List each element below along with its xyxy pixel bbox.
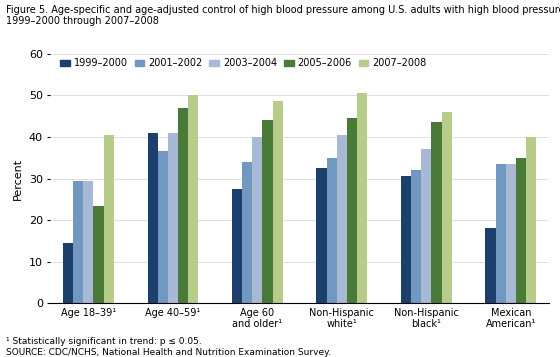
Bar xyxy=(253,137,263,303)
Bar xyxy=(411,170,421,303)
Bar xyxy=(158,151,168,303)
Bar xyxy=(486,228,496,303)
Text: SOURCE: CDC/NCHS, National Health and Nutrition Examination Survey.: SOURCE: CDC/NCHS, National Health and Nu… xyxy=(6,348,331,357)
Bar xyxy=(441,112,452,303)
Bar xyxy=(506,164,516,303)
Bar xyxy=(337,135,347,303)
Bar xyxy=(83,181,94,303)
Bar xyxy=(188,95,198,303)
Bar xyxy=(401,176,411,303)
Bar xyxy=(431,122,441,303)
Y-axis label: Percent: Percent xyxy=(13,157,23,200)
Bar xyxy=(73,181,83,303)
Bar xyxy=(326,158,337,303)
Bar xyxy=(147,133,158,303)
Bar xyxy=(242,162,253,303)
Bar xyxy=(94,206,104,303)
Bar xyxy=(63,243,73,303)
Bar xyxy=(232,189,242,303)
Bar xyxy=(263,120,273,303)
Bar xyxy=(357,93,367,303)
Bar xyxy=(516,158,526,303)
Bar xyxy=(168,133,178,303)
Bar xyxy=(104,135,114,303)
Bar xyxy=(526,137,536,303)
Legend: 1999–2000, 2001–2002, 2003–2004, 2005–2006, 2007–2008: 1999–2000, 2001–2002, 2003–2004, 2005–20… xyxy=(60,59,426,69)
Text: ¹ Statistically significant in trend: p ≤ 0.05.: ¹ Statistically significant in trend: p … xyxy=(6,337,202,346)
Text: Figure 5. Age-specific and age-adjusted control of high blood pressure among U.S: Figure 5. Age-specific and age-adjusted … xyxy=(6,5,560,15)
Bar xyxy=(273,101,283,303)
Bar xyxy=(316,168,326,303)
Bar xyxy=(496,164,506,303)
Bar xyxy=(421,149,431,303)
Bar xyxy=(347,118,357,303)
Text: 1999–2000 through 2007–2008: 1999–2000 through 2007–2008 xyxy=(6,16,158,26)
Bar xyxy=(178,108,188,303)
